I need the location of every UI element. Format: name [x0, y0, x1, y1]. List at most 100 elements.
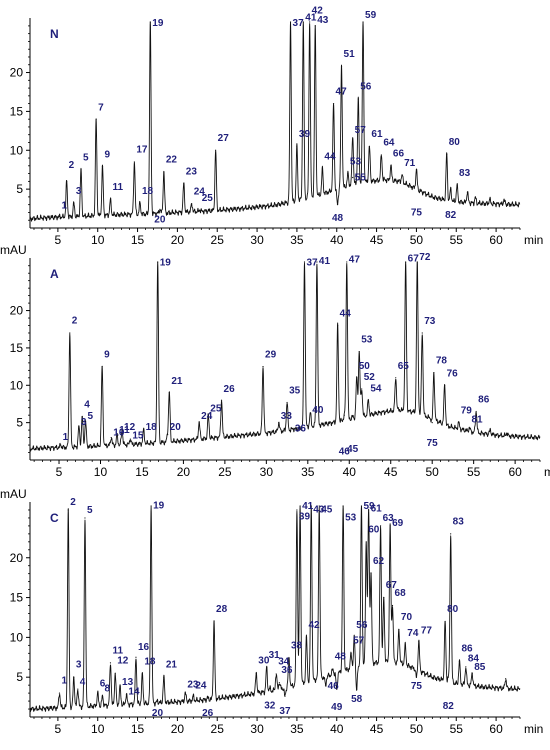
peak-point — [97, 692, 99, 694]
peak-point — [255, 672, 257, 674]
x-tick-label: 60 — [489, 233, 503, 247]
y-tick-label: 10 — [10, 378, 24, 392]
peak-point — [266, 667, 268, 669]
x-tick-label: 5 — [56, 465, 63, 479]
peak-point — [156, 700, 159, 702]
peak-label: 44 — [340, 309, 352, 320]
peak-label: 39 — [299, 129, 311, 140]
peak-point — [358, 351, 360, 353]
peak-label: 72 — [419, 252, 431, 263]
y-axis-label: mAU — [0, 487, 27, 501]
peak-point — [101, 695, 104, 697]
peak-label: 76 — [447, 368, 459, 379]
peak-point — [150, 505, 152, 507]
peak-point — [139, 202, 141, 204]
peak-label: 33 — [281, 411, 293, 422]
peak-point — [368, 509, 370, 511]
peak-label: 20 — [152, 708, 164, 719]
peak-label: 82 — [443, 701, 455, 712]
peak-point — [220, 399, 223, 401]
peak-point — [116, 434, 118, 436]
peak-point — [337, 324, 339, 327]
peak-label: 1 — [61, 201, 67, 212]
peak-label: 2 — [69, 160, 75, 171]
y-tick-label: 5 — [16, 182, 23, 196]
x-tick-label: 25 — [211, 722, 225, 736]
peak-point — [404, 644, 406, 646]
y-tick-label: 20 — [10, 66, 24, 80]
peak-label: 80 — [447, 604, 459, 615]
peak-point — [78, 425, 80, 427]
x-axis-label: min — [524, 233, 543, 247]
peak-point — [286, 401, 288, 404]
panel-label: N — [50, 27, 59, 41]
chromatogram-trace — [29, 21, 521, 222]
peak-label: 43 — [317, 15, 329, 26]
peak-label: 73 — [424, 316, 436, 327]
peak-label: 11 — [112, 182, 123, 193]
peak-label: 79 — [461, 406, 473, 417]
chromatogram-panel-c: 5 10 15 20 25 30 35 40 45 50 55 60 min5101520mAUC123… — [0, 487, 543, 736]
peak-label: 81 — [472, 415, 484, 426]
x-tick-label: 50 — [410, 233, 424, 247]
peak-label: 27 — [218, 133, 230, 144]
peak-point — [418, 640, 420, 642]
peak-label: 40 — [312, 405, 324, 416]
peak-point — [192, 695, 194, 697]
x-tick-label: 20 — [177, 465, 191, 479]
peak-point — [121, 429, 123, 431]
peak-point — [489, 198, 491, 200]
peak-point — [444, 620, 446, 623]
peak-label: 11 — [112, 645, 123, 656]
chromatogram-trace — [29, 505, 521, 713]
peak-point — [143, 429, 145, 431]
peak-point — [309, 21, 311, 23]
peak-label: 59 — [363, 501, 375, 512]
peak-point — [284, 695, 286, 697]
peak-point — [213, 620, 215, 623]
peak-label: 53 — [361, 335, 373, 346]
peak-label: 56 — [356, 620, 368, 631]
peak-point — [368, 145, 371, 147]
peak-label: 34 — [278, 656, 290, 667]
peak-point — [110, 436, 112, 439]
x-tick-label: 50 — [410, 722, 424, 736]
peak-label: 66 — [393, 148, 405, 159]
peak-point — [69, 332, 71, 334]
peak-label: 25 — [210, 403, 222, 414]
x-tick-label: 35 — [290, 722, 304, 736]
peak-point — [215, 149, 217, 151]
peak-point — [342, 505, 344, 507]
peak-label: 10 — [113, 427, 125, 438]
peak-point — [109, 199, 112, 201]
peak-label: 47 — [336, 86, 348, 97]
peak-label: 54 — [370, 383, 382, 394]
peak-label: 24 — [194, 187, 206, 198]
peak-label: 41 — [305, 12, 317, 23]
peak-label: 2 — [72, 315, 78, 326]
peak-point — [379, 525, 382, 527]
peak-label: 23 — [186, 166, 198, 177]
peak-label: 75 — [411, 208, 423, 219]
peak-point — [167, 433, 169, 436]
peak-label: 2 — [70, 497, 76, 508]
y-tick-label: 5 — [16, 416, 23, 430]
peak-label: 14 — [128, 687, 140, 698]
peak-label: 83 — [453, 516, 465, 527]
peak-point — [199, 209, 201, 211]
peak-point — [475, 410, 477, 413]
peak-label: 36 — [295, 424, 307, 435]
peak-label: 46 — [328, 681, 340, 692]
x-tick-label: 60 — [489, 722, 503, 736]
peak-label: 18 — [142, 186, 154, 197]
peak-point — [347, 172, 349, 175]
peak-label: 78 — [436, 356, 448, 367]
peak-label: 61 — [371, 504, 383, 515]
peak-label: 19 — [152, 18, 164, 29]
x-tick-label: 55 — [450, 722, 464, 736]
x-tick-label: 5 — [55, 722, 62, 736]
peak-point — [133, 161, 135, 163]
peak-point — [80, 169, 82, 171]
peak-label: 37 — [293, 18, 305, 29]
peak-point — [324, 684, 327, 686]
